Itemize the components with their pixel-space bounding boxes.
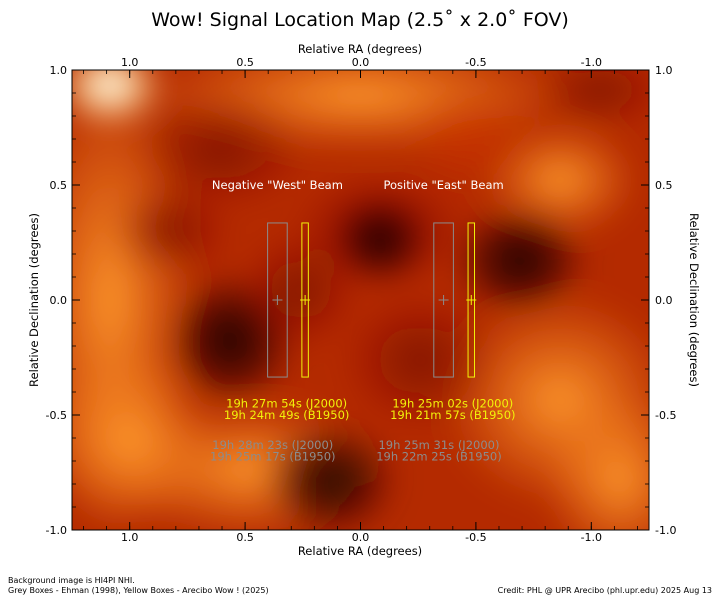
y-tick-label-right: -1.0	[655, 524, 676, 537]
yellow-coordinate-label: 19h 21m 57s (B1950)	[390, 408, 515, 422]
footer-boxes-legend: Grey Boxes - Ehman (1998), Yellow Boxes …	[8, 586, 269, 595]
grey-coordinate-label: 19h 22m 25s (B1950)	[376, 449, 501, 463]
footer-background-note: Background image is HI4PI NHI.	[8, 576, 135, 585]
x-tick-label-top: -1.0	[581, 56, 602, 69]
grey-beam-box	[267, 222, 288, 378]
y-tick-label-left: 0.5	[50, 179, 68, 192]
x-tick-label-top: -0.5	[465, 56, 486, 69]
axis-ticks: 1.0 1.0 0.5 0.5 0.0 0.0 -0.5 -0.5 -1.0 -1.0 1.0 1.0…	[46, 56, 677, 544]
yellow-coordinate-label: 19h 27m 54s (J2000)	[226, 397, 347, 411]
x-tick-label-top: 0.0	[352, 56, 370, 69]
y-tick-label-left: -0.5	[46, 409, 67, 422]
grey-coordinate-label: 19h 28m 23s (J2000)	[212, 438, 333, 452]
heatmap-background	[72, 70, 649, 530]
y-tick-label-left: 1.0	[50, 64, 68, 77]
annotations: Negative "West" Beam Positive "East" Beam…	[210, 178, 516, 463]
y-axis-label-left: Relative Declination (degrees)	[27, 213, 41, 387]
beam-label: Negative "West" Beam	[212, 178, 343, 192]
x-tick-label-top: 1.0	[121, 56, 139, 69]
grey-coordinate-label: 19h 25m 17s (B1950)	[210, 449, 335, 463]
y-tick-label-right: 0.0	[655, 294, 673, 307]
chart-title: Wow! Signal Location Map (2.5˚ x 2.0˚ FO…	[151, 9, 569, 31]
grey-coordinate-label: 19h 25m 31s (J2000)	[378, 438, 499, 452]
y-tick-label-right: 1.0	[655, 64, 673, 77]
x-tick-label-bottom: 1.0	[121, 531, 139, 544]
y-tick-label-right: 0.5	[655, 179, 673, 192]
x-tick-label-top: 0.5	[236, 56, 254, 69]
x-tick-label-bottom: -1.0	[581, 531, 602, 544]
beam-label: Positive "East" Beam	[383, 178, 503, 192]
grey-beam-box	[433, 222, 454, 378]
x-tick-label-bottom: 0.5	[236, 531, 254, 544]
x-axis-label-top: Relative RA (degrees)	[298, 42, 422, 56]
footer-credit: Credit: PHL @ UPR Arecibo (phl.upr.edu) …	[497, 586, 712, 595]
x-axis-label-bottom: Relative RA (degrees)	[298, 544, 422, 558]
yellow-coordinate-label: 19h 25m 02s (J2000)	[392, 397, 513, 411]
y-axis-label-right: Relative Declination (degrees)	[687, 213, 701, 387]
y-tick-label-left: -1.0	[46, 524, 67, 537]
x-tick-label-bottom: -0.5	[465, 531, 486, 544]
y-tick-label-right: -0.5	[655, 409, 676, 422]
y-tick-label-left: 0.0	[50, 294, 68, 307]
yellow-coordinate-label: 19h 24m 49s (B1950)	[224, 408, 349, 422]
x-tick-label-bottom: 0.0	[352, 531, 370, 544]
